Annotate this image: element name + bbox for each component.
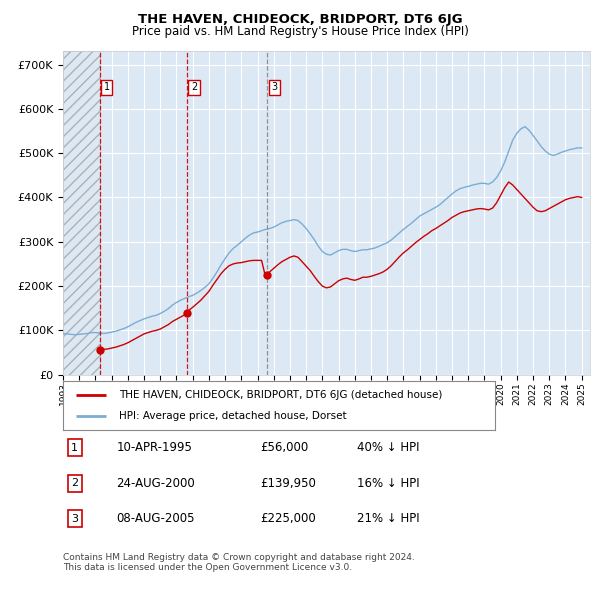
Text: HPI: Average price, detached house, Dorset: HPI: Average price, detached house, Dors…	[119, 411, 347, 421]
Text: 1: 1	[104, 83, 110, 92]
Text: 08-AUG-2005: 08-AUG-2005	[116, 512, 195, 525]
Text: 24-AUG-2000: 24-AUG-2000	[116, 477, 195, 490]
Text: This data is licensed under the Open Government Licence v3.0.: This data is licensed under the Open Gov…	[63, 563, 352, 572]
Text: THE HAVEN, CHIDEOCK, BRIDPORT, DT6 6JG: THE HAVEN, CHIDEOCK, BRIDPORT, DT6 6JG	[137, 13, 463, 26]
Text: £225,000: £225,000	[260, 512, 316, 525]
Text: THE HAVEN, CHIDEOCK, BRIDPORT, DT6 6JG (detached house): THE HAVEN, CHIDEOCK, BRIDPORT, DT6 6JG (…	[119, 389, 443, 399]
Text: 40% ↓ HPI: 40% ↓ HPI	[357, 441, 419, 454]
Text: £56,000: £56,000	[260, 441, 309, 454]
Text: 3: 3	[271, 83, 277, 92]
Text: 2: 2	[71, 478, 79, 488]
Text: Contains HM Land Registry data © Crown copyright and database right 2024.: Contains HM Land Registry data © Crown c…	[63, 553, 415, 562]
Text: 10-APR-1995: 10-APR-1995	[116, 441, 192, 454]
Text: Price paid vs. HM Land Registry's House Price Index (HPI): Price paid vs. HM Land Registry's House …	[131, 25, 469, 38]
Text: 2: 2	[191, 83, 197, 92]
Bar	[63, 51, 100, 375]
Text: 16% ↓ HPI: 16% ↓ HPI	[357, 477, 419, 490]
Text: 21% ↓ HPI: 21% ↓ HPI	[357, 512, 419, 525]
Text: 1: 1	[71, 443, 78, 453]
Text: 3: 3	[71, 514, 78, 523]
Text: £139,950: £139,950	[260, 477, 316, 490]
